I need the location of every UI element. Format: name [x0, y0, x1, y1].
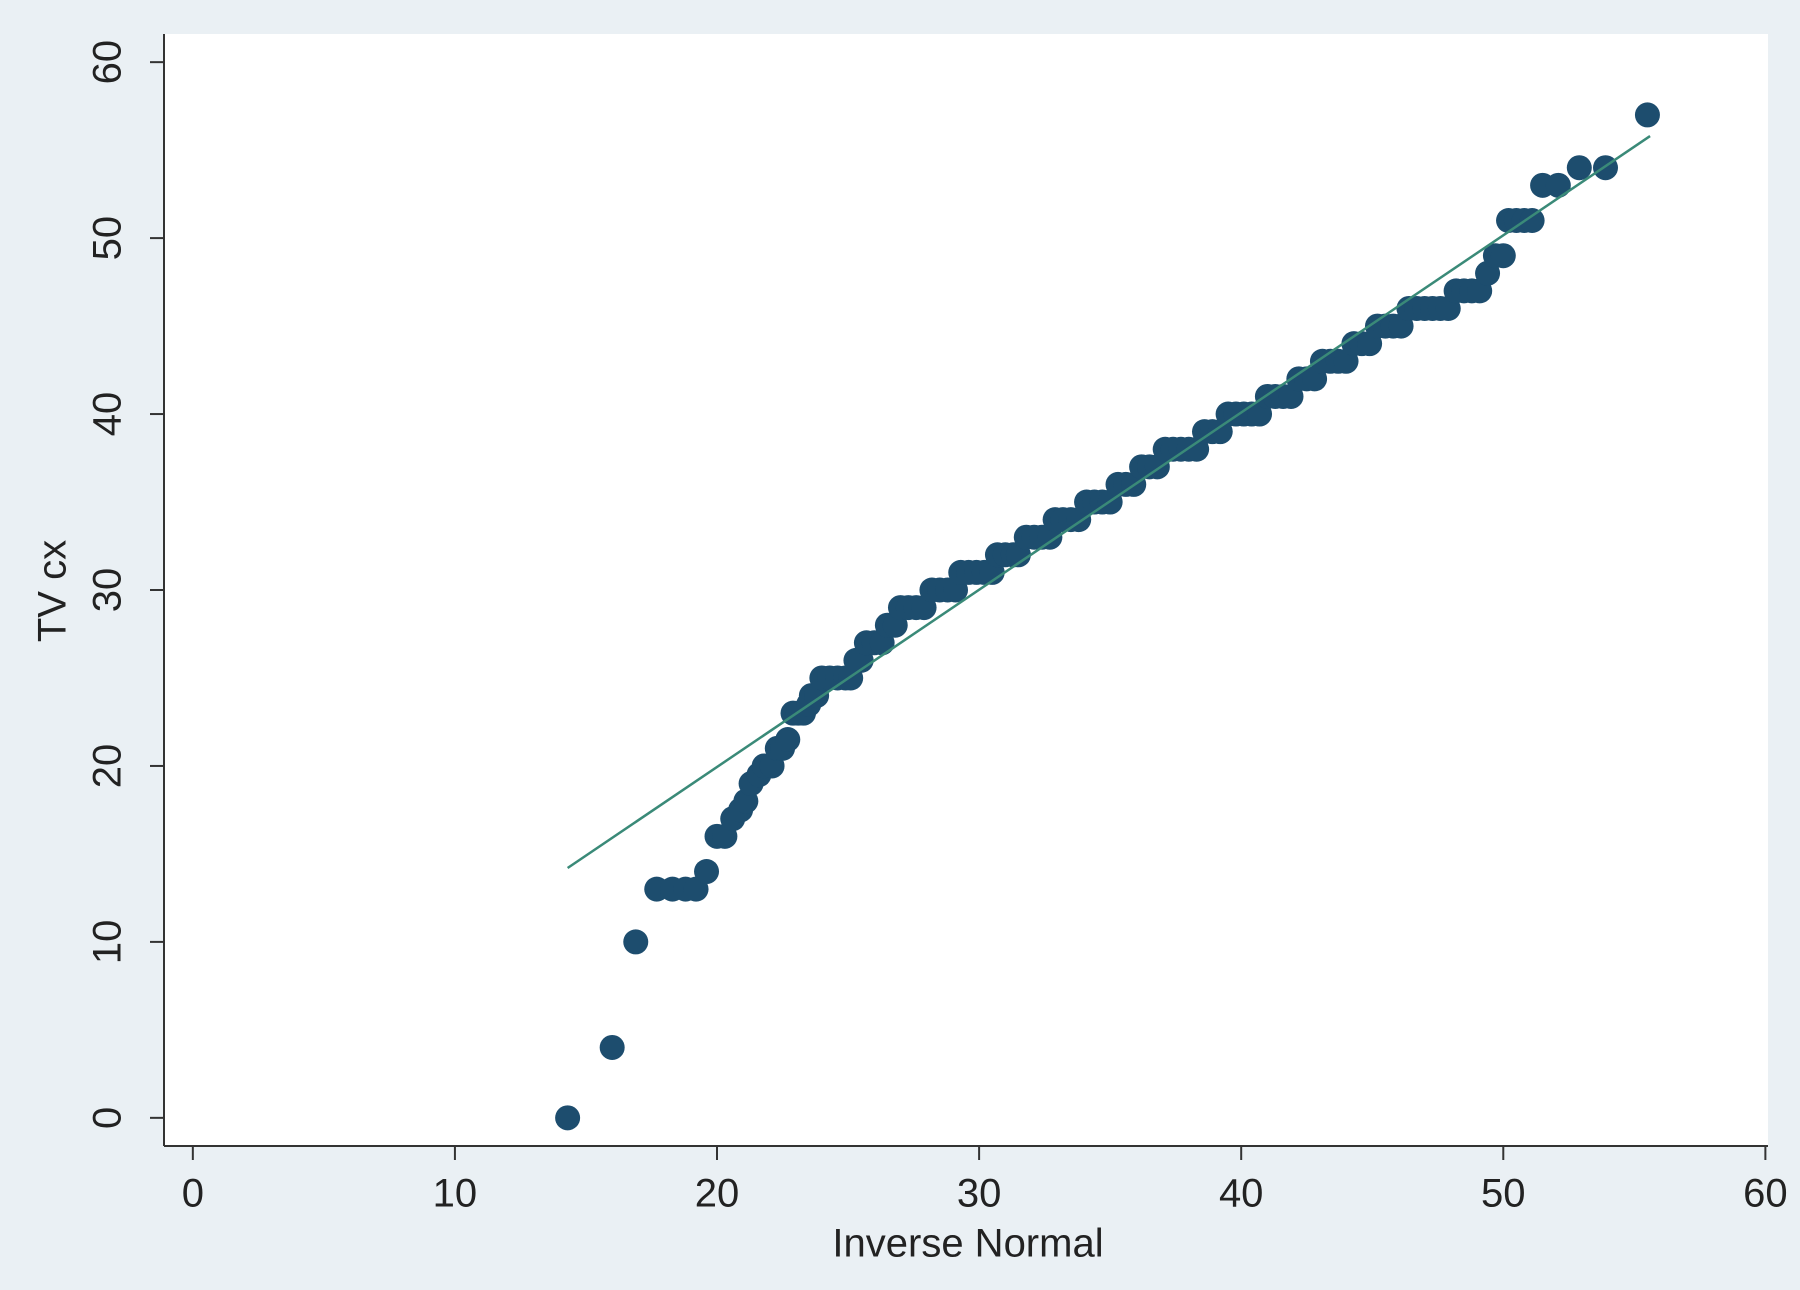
y-tick-label: 50: [86, 216, 130, 260]
x-tick-label: 60: [1743, 1172, 1788, 1216]
y-tick-label: 20: [86, 744, 130, 789]
point: [1490, 243, 1516, 269]
y-tick-label: 30: [86, 568, 130, 613]
x-axis-title: Inverse Normal: [832, 1222, 1103, 1266]
point: [775, 727, 801, 753]
point: [694, 859, 720, 885]
x-tick-label: 0: [182, 1172, 204, 1216]
point: [1634, 102, 1660, 128]
x-tick-label: 20: [695, 1172, 740, 1216]
point: [1545, 172, 1571, 198]
x-tick-label: 10: [433, 1172, 478, 1216]
y-tick-label: 60: [86, 40, 130, 85]
point: [1519, 208, 1545, 234]
point: [599, 1034, 625, 1060]
x-tick-label: 40: [1219, 1172, 1264, 1216]
x-tick-label: 50: [1481, 1172, 1526, 1216]
point: [1566, 155, 1592, 181]
y-tick-label: 10: [86, 920, 130, 965]
y-tick-label: 40: [86, 392, 130, 437]
point: [623, 929, 649, 955]
point: [555, 1105, 581, 1131]
y-tick-label: 0: [86, 1107, 130, 1129]
x-tick-label: 30: [957, 1172, 1002, 1216]
y-axis-title: TV cx: [31, 540, 75, 642]
reference-line: [566, 135, 1651, 870]
